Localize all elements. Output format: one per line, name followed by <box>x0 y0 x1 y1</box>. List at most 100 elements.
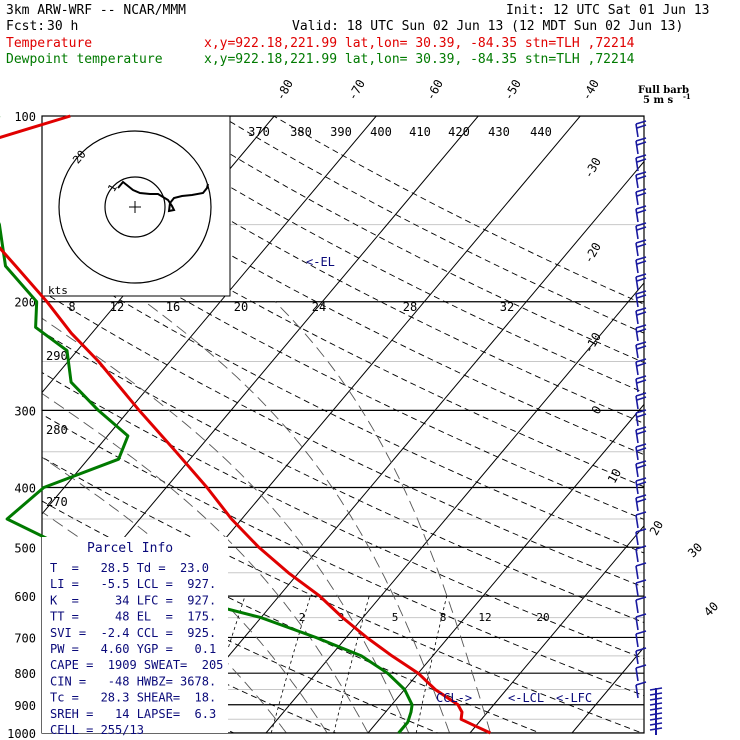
hodograph-speed-label: 16 <box>166 300 180 314</box>
temperature-axis-label: -40 <box>579 77 602 103</box>
pressure-label: 600 <box>14 590 36 604</box>
parcel-info-row: K = 34 LFC = 927. <box>50 593 216 607</box>
wind-barb <box>635 239 647 257</box>
wind-barb <box>635 477 647 495</box>
temperature-axis-label: -70 <box>345 77 368 103</box>
hodograph-ring-outer <box>58 130 212 284</box>
wind-barb <box>635 409 647 427</box>
isotherm <box>469 525 644 733</box>
mixing-ratio-label: 12 <box>478 611 491 624</box>
wind-barb <box>635 222 647 240</box>
temperature-axis-label: 20 <box>647 518 666 538</box>
dry-adiabat <box>42 290 644 588</box>
dry-adiabat <box>42 175 644 488</box>
wind-barb <box>635 120 647 138</box>
wind-barb <box>635 375 647 393</box>
el-marker: <-EL <box>306 255 335 269</box>
hodograph-kts-label: kts <box>48 284 68 297</box>
wind-barb <box>635 426 647 444</box>
theta-label: 420 <box>448 125 470 139</box>
theta-label: 440 <box>530 125 552 139</box>
dry-adiabat <box>42 456 644 733</box>
wind-barb <box>635 681 647 699</box>
isotherm <box>163 160 644 733</box>
svg-text:-1: -1 <box>683 92 691 101</box>
model-title: 3km ARW-WRF -- NCAR/MMM <box>6 3 186 18</box>
mixing-ratio-line <box>270 595 311 733</box>
wind-barb <box>635 154 647 172</box>
valid-time: Valid: 18 UTC Sun 02 Jun 13 (12 MDT Sun … <box>292 19 683 34</box>
wind-barb <box>635 579 647 597</box>
forecast-hour: 30 h <box>47 19 78 34</box>
wind-barb <box>635 460 647 478</box>
wind-barb <box>635 137 647 155</box>
parcel-info-row: PW = 4.60 YGP = 0.1 <box>50 642 216 656</box>
dry-adiabat <box>114 116 644 394</box>
wind-barb <box>635 256 647 274</box>
dewpoint-line <box>0 116 414 734</box>
theta-label: 410 <box>409 125 431 139</box>
wind-barb <box>635 324 647 342</box>
temperature-axis-label: -60 <box>423 77 446 103</box>
temperature-axis-label: 40 <box>701 599 721 619</box>
barb-legend-line1: Full barb <box>638 85 689 96</box>
parcel-info-row: T = 28.5 Td = 23.0 <box>50 561 209 575</box>
plot-frame <box>41 115 645 734</box>
wind-barb <box>635 494 647 512</box>
wind-barbs <box>635 120 663 735</box>
moist-adiabat <box>274 301 491 733</box>
pressure-label: 200 <box>14 296 36 310</box>
pressure-label: 1000 <box>7 727 36 740</box>
theta-label: 400 <box>370 125 392 139</box>
temperature-axis-label: -30 <box>581 155 604 181</box>
moist-adiabat <box>42 392 369 733</box>
wind-barb <box>635 307 647 325</box>
isotherm <box>367 403 644 733</box>
mixing-ratio-label: 8 <box>440 611 447 624</box>
lcl-marker: <-LCL <box>508 691 544 705</box>
dewpoint-legend-label: Dewpoint temperature <box>6 52 163 67</box>
dry-adiabat <box>42 545 440 733</box>
isotherm <box>265 282 644 733</box>
barb-legend-line2: 5 m s <box>643 95 674 106</box>
dry-adiabat <box>42 331 644 624</box>
wind-barb <box>635 205 647 223</box>
dry-adiabat <box>167 116 644 364</box>
hodograph-ring-inner <box>104 176 166 238</box>
mixing-ratio-label: 20 <box>536 611 549 624</box>
theta-side-label: 290 <box>46 349 68 363</box>
parcel-info-row: TT = 48 EL = 175. <box>50 610 216 624</box>
moist-adiabat <box>144 301 451 733</box>
wind-barb <box>635 630 647 648</box>
theta-side-label: 280 <box>46 423 68 437</box>
hodograph-speed-label: 12 <box>110 300 124 314</box>
hodograph-speed-label: 28 <box>403 300 417 314</box>
hodograph-speed-label: 20 <box>234 300 248 314</box>
mixing-ratio-line <box>415 596 448 733</box>
parcel-info-row: CAPE = 1909 SWEAT= 205 <box>50 658 223 672</box>
ccl-marker: CCL-> <box>436 691 472 705</box>
forecast-label: Fcst: <box>6 19 45 34</box>
pressure-label: 900 <box>14 699 36 713</box>
moist-adiabat <box>42 456 328 733</box>
theta-side-label: 270 <box>46 495 68 509</box>
temperature-axis-label: -80 <box>273 77 296 103</box>
temperature-axis-label: 30 <box>685 540 705 560</box>
wind-barb <box>635 528 647 546</box>
dry-adiabat <box>220 116 644 334</box>
wind-barb <box>635 664 647 682</box>
pressure-label: 800 <box>14 667 36 681</box>
parcel-info-title: Parcel Info <box>87 541 173 556</box>
hodograph-speed-label: 8 <box>68 300 75 314</box>
wind-barb <box>635 647 647 665</box>
parcel-info-row: SREH = 14 LAPSE= 6.3 <box>50 707 216 721</box>
temperature-legend-info: x,y=922.18,221.99 lat,lon= 30.39, -84.35… <box>204 36 635 51</box>
isotherm <box>674 116 740 733</box>
wind-barb <box>635 443 647 461</box>
theta-label: 370 <box>248 125 270 139</box>
pressure-label: 400 <box>14 481 36 495</box>
wind-barb <box>635 171 647 189</box>
dry-adiabat <box>273 116 644 305</box>
isotherm <box>42 116 377 515</box>
